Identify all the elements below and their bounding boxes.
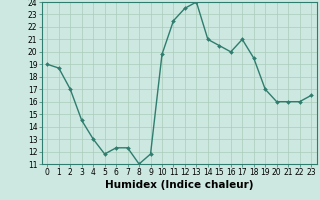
X-axis label: Humidex (Indice chaleur): Humidex (Indice chaleur) (105, 180, 253, 190)
